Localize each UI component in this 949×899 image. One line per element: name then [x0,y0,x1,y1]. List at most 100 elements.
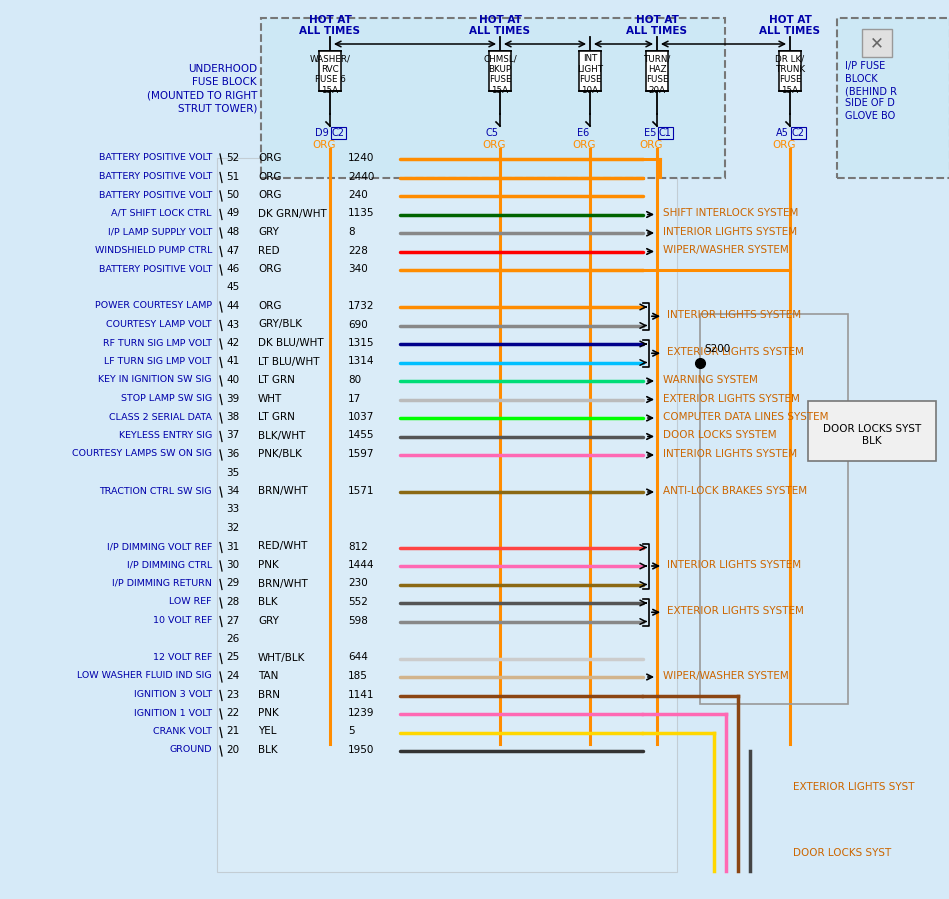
Text: 49: 49 [226,209,239,218]
Text: 43: 43 [226,319,239,330]
Text: 228: 228 [348,245,368,255]
Text: C1: C1 [659,128,672,138]
Text: I/P DIMMING CTRL: I/P DIMMING CTRL [127,560,212,569]
Text: 80: 80 [348,375,362,385]
Text: ORG: ORG [772,140,796,150]
Text: BRN/WHT: BRN/WHT [258,486,307,496]
Text: 1444: 1444 [348,560,375,570]
Text: TAN: TAN [258,671,278,681]
Text: 37: 37 [226,431,239,441]
Text: 20: 20 [226,745,239,755]
Text: KEYLESS ENTRY SIG: KEYLESS ENTRY SIG [119,431,212,440]
Text: WINDSHIELD PUMP CTRL: WINDSHIELD PUMP CTRL [95,246,212,255]
Bar [489,51,511,91]
Text: BLK: BLK [863,436,882,446]
Text: ALL TIMES: ALL TIMES [470,26,530,36]
Text: 1135: 1135 [348,209,375,218]
Text: 22: 22 [226,708,239,718]
Text: WHT: WHT [258,394,282,404]
Text: INTERIOR LIGHTS SYSTEM: INTERIOR LIGHTS SYSTEM [663,227,797,237]
Text: ORG: ORG [258,172,282,182]
Text: BLK/WHT: BLK/WHT [258,431,306,441]
Text: ANTI-LOCK BRAKES SYSTEM: ANTI-LOCK BRAKES SYSTEM [663,486,808,496]
Bar [779,51,801,91]
Text: YEL: YEL [258,726,276,736]
Text: ORG: ORG [258,190,282,200]
Text: WHT/BLK: WHT/BLK [258,653,306,663]
Text: 38: 38 [226,412,239,422]
Text: A/T SHIFT LOCK CTRL: A/T SHIFT LOCK CTRL [111,209,212,218]
Text: ORG: ORG [312,140,336,150]
Text: 26: 26 [226,634,239,644]
Text: 29: 29 [226,578,239,589]
Text: 52: 52 [226,153,239,163]
Text: GROUND: GROUND [170,745,212,754]
Text: IGNITION 3 VOLT: IGNITION 3 VOLT [134,690,212,699]
Text: I/P DIMMING VOLT REF: I/P DIMMING VOLT REF [106,542,212,551]
Text: CRANK VOLT: CRANK VOLT [153,727,212,736]
Text: A5: A5 [776,128,789,138]
Text: C5: C5 [486,128,499,138]
Text: 5: 5 [348,726,355,736]
Bar [862,29,892,57]
Text: 45: 45 [226,282,239,292]
Text: 598: 598 [348,616,368,626]
Text: C2: C2 [332,128,345,138]
Text: 34: 34 [226,486,239,496]
Text: 1141: 1141 [348,690,375,699]
Text: HOT AT: HOT AT [636,15,679,25]
Text: PNK/BLK: PNK/BLK [258,449,302,459]
Bar [808,401,936,461]
Text: LT GRN: LT GRN [258,375,295,385]
Text: 44: 44 [226,301,239,311]
Bar [700,314,848,704]
Text: BATTERY POSITIVE VOLT: BATTERY POSITIVE VOLT [99,264,212,273]
Text: COMPUTER DATA LINES SYSTEM: COMPUTER DATA LINES SYSTEM [663,412,828,422]
Text: 1037: 1037 [348,412,374,422]
FancyBboxPatch shape [837,18,949,178]
Text: 552: 552 [348,597,368,607]
Text: GRY: GRY [258,616,279,626]
Text: 1240: 1240 [348,153,374,163]
Text: 42: 42 [226,338,239,348]
Text: INTERIOR LIGHTS SYSTEM: INTERIOR LIGHTS SYSTEM [667,560,801,570]
Text: 27: 27 [226,616,239,626]
Text: ORG: ORG [258,264,282,274]
Text: 46: 46 [226,264,239,274]
Text: 8: 8 [348,227,355,237]
Text: GRY/BLK: GRY/BLK [258,319,302,330]
Text: ORG: ORG [640,140,662,150]
Text: 230: 230 [348,578,368,589]
Text: 33: 33 [226,504,239,514]
Text: TRACTION CTRL SW SIG: TRACTION CTRL SW SIG [100,486,212,495]
Text: 1315: 1315 [348,338,375,348]
Text: 12 VOLT REF: 12 VOLT REF [153,653,212,662]
Text: COURTESY LAMPS SW ON SIG: COURTESY LAMPS SW ON SIG [72,450,212,458]
Text: 644: 644 [348,653,368,663]
Text: WARNING SYSTEM: WARNING SYSTEM [663,375,758,385]
Text: INT
LIGHT
FUSE
10A: INT LIGHT FUSE 10A [577,54,603,95]
Text: LF TURN SIG LMP VOLT: LF TURN SIG LMP VOLT [104,357,212,366]
Text: 41: 41 [226,357,239,367]
Text: HOT AT: HOT AT [308,15,351,25]
Text: INTERIOR LIGHTS SYSTEM: INTERIOR LIGHTS SYSTEM [667,310,801,320]
Text: ORG: ORG [258,153,282,163]
Text: 690: 690 [348,319,368,330]
Bar [319,51,341,91]
Text: 36: 36 [226,449,239,459]
Text: S200: S200 [704,343,730,353]
Text: DK GRN/WHT: DK GRN/WHT [258,209,326,218]
Text: 40: 40 [226,375,239,385]
Text: WIPER/WASHER SYSTEM: WIPER/WASHER SYSTEM [663,245,789,255]
Text: DK BLU/WHT: DK BLU/WHT [258,338,324,348]
Text: D9: D9 [315,128,329,138]
Text: STOP LAMP SW SIG: STOP LAMP SW SIG [121,394,212,403]
Text: 39: 39 [226,394,239,404]
Text: POWER COURTESY LAMP: POWER COURTESY LAMP [95,301,212,310]
Bar [646,51,668,91]
Text: 1950: 1950 [348,745,374,755]
Text: IGNITION 1 VOLT: IGNITION 1 VOLT [134,708,212,717]
Text: 50: 50 [226,190,239,200]
Text: RF TURN SIG LMP VOLT: RF TURN SIG LMP VOLT [103,339,212,348]
Text: BATTERY POSITIVE VOLT: BATTERY POSITIVE VOLT [99,172,212,181]
